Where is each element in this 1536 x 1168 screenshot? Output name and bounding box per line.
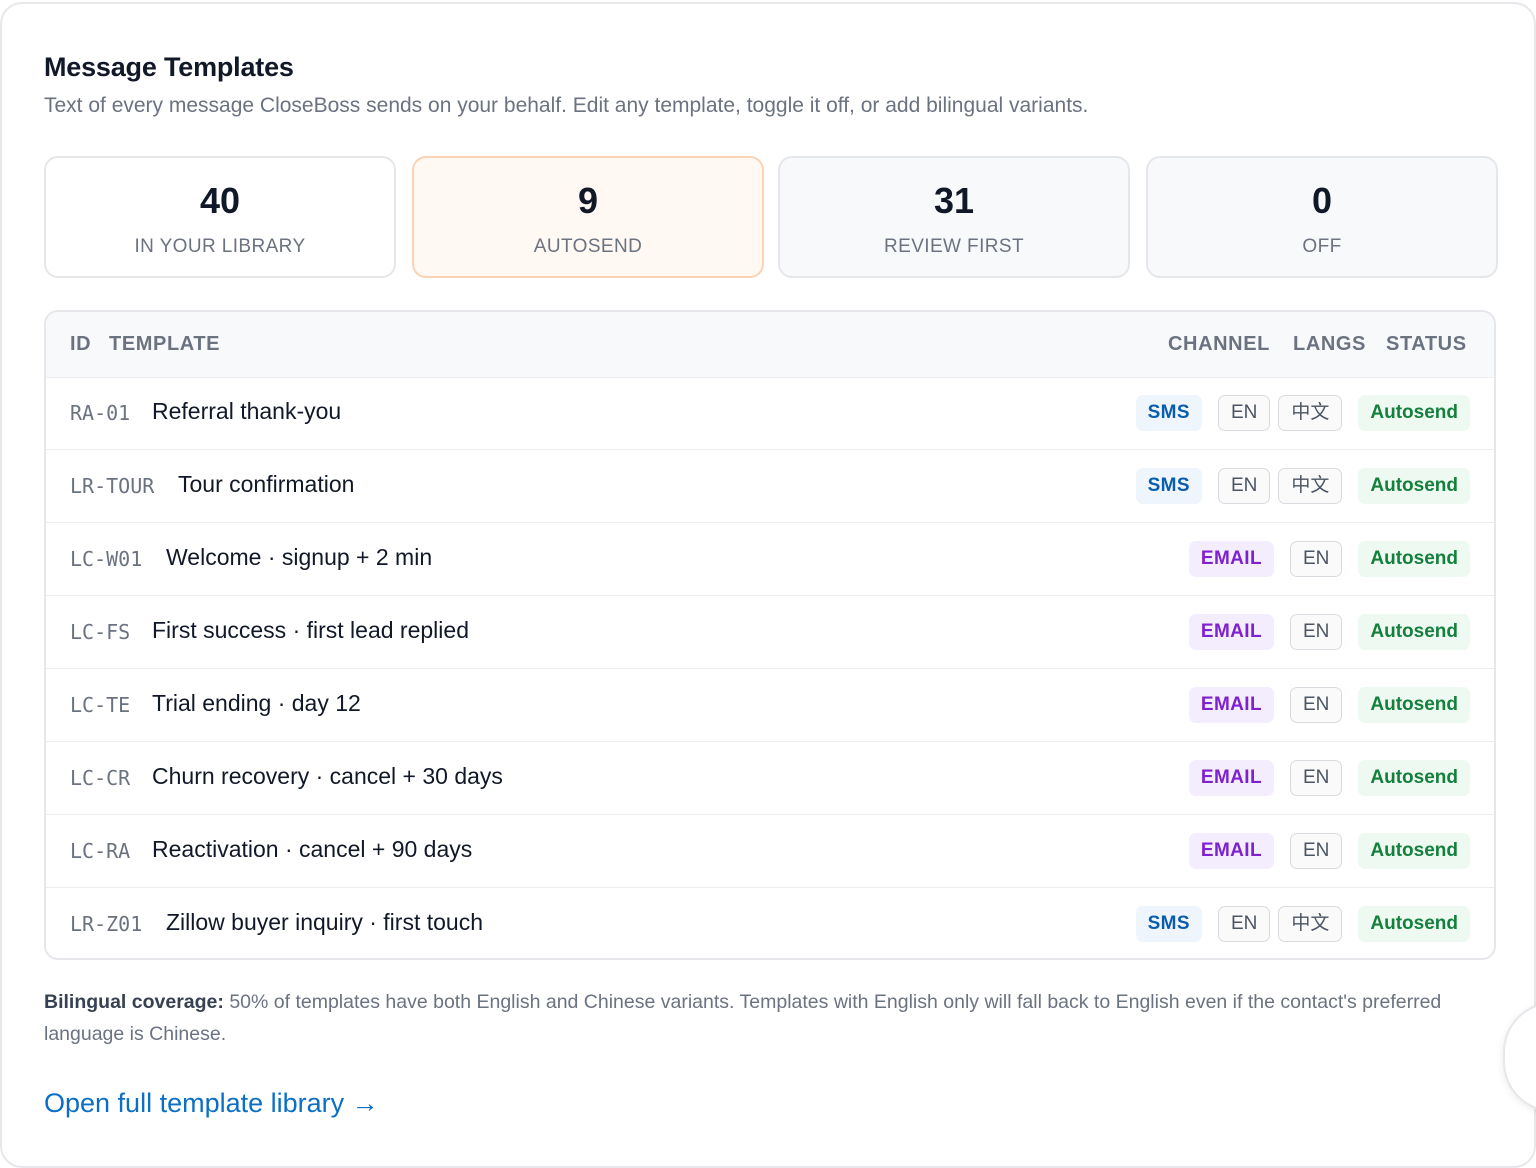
template-name[interactable]: Referral thank-you [152,398,342,424]
status-badge[interactable]: Autosend [1358,614,1470,650]
row-tags: SMS EN 中文 Autosend [1135,395,1470,431]
open-template-library-link[interactable]: Open full template library → [44,1088,379,1118]
templates-table: ID TEMPLATE CHANNEL LANGS STATUS RA-01 R… [44,310,1496,960]
lang-tag[interactable]: 中文 [1278,468,1343,504]
status-badge[interactable]: Autosend [1358,395,1470,431]
lang-tag[interactable]: EN [1217,468,1271,504]
lang-list: EN [1289,833,1343,869]
table-row[interactable]: LR-Z01 Zillow buyer inquiry · first touc… [46,889,1494,958]
table-row[interactable]: LC-FS First success · first lead replied… [46,597,1494,669]
template-name[interactable]: First success · first lead replied [152,617,469,643]
status-badge[interactable]: Autosend [1358,468,1470,504]
lang-list: EN [1289,760,1343,796]
row-tags: EMAIL EN Autosend [1188,614,1470,650]
stat-library-label: IN YOUR LIBRARY [134,236,306,257]
lang-tag[interactable]: EN [1289,541,1343,577]
assistant-icon [1523,1032,1536,1088]
status-badge[interactable]: Autosend [1358,687,1470,723]
stat-off-label: OFF [1302,236,1342,257]
lang-tag[interactable]: 中文 [1278,906,1343,942]
lang-list: EN [1289,687,1343,723]
status-badge[interactable]: Autosend [1358,541,1470,577]
template-id: LR-Z01 [70,912,143,936]
page-title: Message Templates [44,52,294,82]
table-row[interactable]: LR-TOUR Tour confirmation SMS EN 中文 Auto… [46,451,1494,523]
row-tags: EMAIL EN Autosend [1188,541,1470,577]
lang-tag[interactable]: EN [1289,833,1343,869]
lang-list: EN 中文 [1217,395,1343,431]
channel-badge: SMS [1135,468,1202,504]
stat-autosend[interactable]: 9 AUTOSEND [412,156,764,278]
template-name[interactable]: Trial ending · day 12 [152,690,361,716]
lang-tag[interactable]: EN [1289,687,1343,723]
column-header-id: ID [70,333,92,355]
template-id: LC-W01 [70,547,143,571]
row-tags: EMAIL EN Autosend [1188,760,1470,796]
lang-tag[interactable]: EN [1217,395,1271,431]
page-subtitle: Text of every message CloseBoss sends on… [44,94,1089,117]
stat-review-first[interactable]: 31 REVIEW FIRST [778,156,1130,278]
stat-off-value: 0 [1311,180,1333,221]
column-header-template: TEMPLATE [109,333,221,355]
bilingual-coverage-note: Bilingual coverage: 50% of templates hav… [44,986,1484,1050]
stat-autosend-value: 9 [577,180,599,221]
template-name[interactable]: Zillow buyer inquiry · first touch [166,909,483,935]
lang-tag[interactable]: EN [1289,760,1343,796]
stat-off[interactable]: 0 OFF [1146,156,1498,278]
lang-tag[interactable]: EN [1289,614,1343,650]
lang-list: EN 中文 [1217,468,1343,504]
column-header-langs: LANGS [1293,333,1366,355]
stat-review-first-value: 31 [933,180,975,221]
stat-autosend-label: AUTOSEND [533,236,643,257]
row-tags: SMS EN 中文 Autosend [1135,906,1470,942]
template-name[interactable]: Welcome · signup + 2 min [166,544,433,570]
channel-badge: EMAIL [1188,541,1274,577]
row-tags: SMS EN 中文 Autosend [1135,468,1470,504]
column-header-channel: CHANNEL [1168,333,1270,355]
template-id: LR-TOUR [70,474,155,498]
status-badge[interactable]: Autosend [1358,906,1470,942]
table-header: ID TEMPLATE CHANNEL LANGS STATUS [46,312,1494,378]
lang-list: EN [1289,541,1343,577]
template-id: LC-RA [70,839,131,863]
template-name[interactable]: Churn recovery · cancel + 30 days [152,763,503,789]
template-name[interactable]: Tour confirmation [178,471,355,497]
template-id: RA-01 [70,401,131,425]
stat-review-first-label: REVIEW FIRST [884,236,1024,257]
table-row[interactable]: LC-TE Trial ending · day 12 EMAIL EN Aut… [46,670,1494,742]
coverage-label: Bilingual coverage: [44,991,224,1013]
channel-badge: EMAIL [1188,833,1274,869]
template-id: LC-FS [70,620,131,644]
lang-tag[interactable]: 中文 [1278,395,1343,431]
channel-badge: EMAIL [1188,687,1274,723]
column-header-status: STATUS [1386,333,1467,355]
channel-badge: EMAIL [1188,760,1274,796]
table-row[interactable]: RA-01 Referral thank-you SMS EN 中文 Autos… [46,378,1494,450]
coverage-text: 50% of templates have both English and C… [44,991,1442,1045]
table-row[interactable]: LC-CR Churn recovery · cancel + 30 days … [46,743,1494,815]
status-badge[interactable]: Autosend [1358,833,1470,869]
table-row[interactable]: LC-W01 Welcome · signup + 2 min EMAIL EN… [46,524,1494,596]
table-row[interactable]: LC-RA Reactivation · cancel + 90 days EM… [46,816,1494,888]
template-id: LC-TE [70,693,131,717]
channel-badge: EMAIL [1188,614,1274,650]
row-tags: EMAIL EN Autosend [1188,833,1470,869]
row-tags: EMAIL EN Autosend [1188,687,1470,723]
status-badge[interactable]: Autosend [1358,760,1470,796]
stat-library[interactable]: 40 IN YOUR LIBRARY [44,156,396,278]
stats-row: 40 IN YOUR LIBRARY 9 AUTOSEND 31 REVIEW … [44,156,1498,278]
channel-badge: SMS [1135,395,1202,431]
stat-library-value: 40 [199,180,241,221]
lang-list: EN [1289,614,1343,650]
template-id: LC-CR [70,766,131,790]
lang-list: EN 中文 [1217,906,1343,942]
channel-badge: SMS [1135,906,1202,942]
lang-tag[interactable]: EN [1217,906,1271,942]
template-name[interactable]: Reactivation · cancel + 90 days [152,836,473,862]
